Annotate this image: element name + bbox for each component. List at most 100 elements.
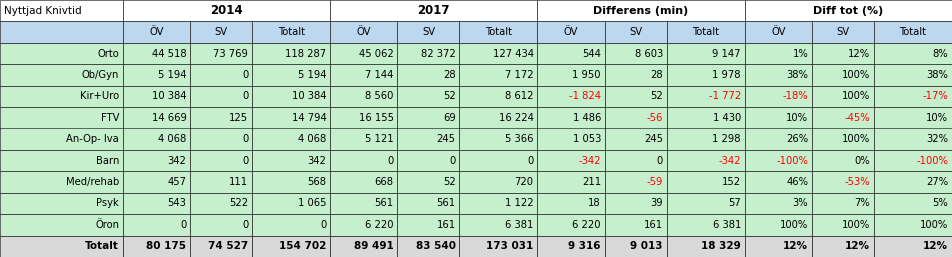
- Bar: [123, 107, 190, 128]
- Bar: [460, 21, 538, 43]
- Bar: [0, 64, 123, 86]
- Bar: [460, 86, 538, 107]
- Bar: [812, 214, 874, 236]
- Bar: [744, 214, 812, 236]
- Text: 1 486: 1 486: [572, 113, 601, 123]
- Text: Totalt: Totalt: [278, 27, 305, 37]
- Text: Totalt: Totalt: [85, 241, 119, 251]
- Text: 16 155: 16 155: [359, 113, 394, 123]
- Text: 568: 568: [307, 177, 327, 187]
- Text: 10%: 10%: [926, 113, 948, 123]
- Text: 2014: 2014: [210, 4, 243, 17]
- Bar: [0, 128, 123, 150]
- Text: -342: -342: [719, 156, 741, 166]
- Text: 100%: 100%: [842, 70, 870, 80]
- Text: Totalt: Totalt: [900, 27, 926, 37]
- Text: 6 220: 6 220: [366, 220, 394, 230]
- Bar: [252, 21, 330, 43]
- Text: 6 381: 6 381: [506, 220, 534, 230]
- Bar: [605, 214, 666, 236]
- Bar: [605, 86, 666, 107]
- Bar: [330, 64, 398, 86]
- Text: Ob/Gyn: Ob/Gyn: [82, 70, 119, 80]
- Bar: [190, 193, 252, 214]
- Text: 39: 39: [650, 198, 663, 208]
- Bar: [460, 193, 538, 214]
- Text: 1 950: 1 950: [572, 70, 601, 80]
- Bar: [874, 150, 952, 171]
- Bar: [605, 43, 666, 64]
- Bar: [330, 43, 398, 64]
- Text: SV: SV: [629, 27, 643, 37]
- Text: 161: 161: [437, 220, 456, 230]
- Text: 14 669: 14 669: [151, 113, 187, 123]
- Text: 32%: 32%: [926, 134, 948, 144]
- Text: -100%: -100%: [776, 156, 808, 166]
- Bar: [666, 128, 744, 150]
- Text: 8 603: 8 603: [635, 49, 663, 59]
- Text: 8 612: 8 612: [506, 91, 534, 101]
- Text: -56: -56: [646, 113, 663, 123]
- Text: 0%: 0%: [855, 156, 870, 166]
- Bar: [666, 21, 744, 43]
- Text: 111: 111: [229, 177, 248, 187]
- Text: 0: 0: [657, 156, 663, 166]
- Text: 0: 0: [527, 156, 534, 166]
- Text: 100%: 100%: [842, 220, 870, 230]
- Text: Totalt: Totalt: [692, 27, 719, 37]
- Bar: [398, 193, 460, 214]
- Bar: [398, 21, 460, 43]
- Text: 118 287: 118 287: [286, 49, 327, 59]
- Bar: [330, 236, 398, 257]
- Bar: [460, 214, 538, 236]
- Text: 9 013: 9 013: [630, 241, 663, 251]
- Text: 44 518: 44 518: [151, 49, 187, 59]
- Text: 12%: 12%: [845, 241, 870, 251]
- Bar: [538, 193, 605, 214]
- Text: 1 430: 1 430: [713, 113, 741, 123]
- Text: 80 175: 80 175: [147, 241, 187, 251]
- Text: An-Op- Iva: An-Op- Iva: [67, 134, 119, 144]
- Bar: [874, 107, 952, 128]
- Text: 0: 0: [242, 134, 248, 144]
- Bar: [744, 64, 812, 86]
- Bar: [812, 64, 874, 86]
- Text: 8 560: 8 560: [366, 91, 394, 101]
- Bar: [874, 171, 952, 193]
- Text: 7 172: 7 172: [505, 70, 534, 80]
- Text: 561: 561: [437, 198, 456, 208]
- Bar: [252, 214, 330, 236]
- Bar: [605, 128, 666, 150]
- Bar: [744, 21, 812, 43]
- Bar: [330, 150, 398, 171]
- Text: 12%: 12%: [848, 49, 870, 59]
- Text: 5%: 5%: [932, 198, 948, 208]
- Text: 543: 543: [168, 198, 187, 208]
- Text: 100%: 100%: [842, 91, 870, 101]
- Text: 245: 245: [644, 134, 663, 144]
- Bar: [460, 107, 538, 128]
- Text: -59: -59: [646, 177, 663, 187]
- Bar: [744, 150, 812, 171]
- Text: 28: 28: [650, 70, 663, 80]
- Bar: [744, 128, 812, 150]
- Text: 5 121: 5 121: [365, 134, 394, 144]
- Bar: [0, 0, 123, 21]
- Bar: [398, 43, 460, 64]
- Bar: [744, 0, 952, 21]
- Text: 457: 457: [168, 177, 187, 187]
- Bar: [874, 128, 952, 150]
- Bar: [0, 214, 123, 236]
- Text: 38%: 38%: [926, 70, 948, 80]
- Text: Differens (min): Differens (min): [593, 6, 688, 16]
- Bar: [666, 64, 744, 86]
- Bar: [252, 236, 330, 257]
- Bar: [190, 171, 252, 193]
- Text: 668: 668: [375, 177, 394, 187]
- Text: 5 366: 5 366: [506, 134, 534, 144]
- Text: 522: 522: [229, 198, 248, 208]
- Text: 5 194: 5 194: [298, 70, 327, 80]
- Text: Kir+Uro: Kir+Uro: [80, 91, 119, 101]
- Text: 83 540: 83 540: [416, 241, 456, 251]
- Text: 16 224: 16 224: [499, 113, 534, 123]
